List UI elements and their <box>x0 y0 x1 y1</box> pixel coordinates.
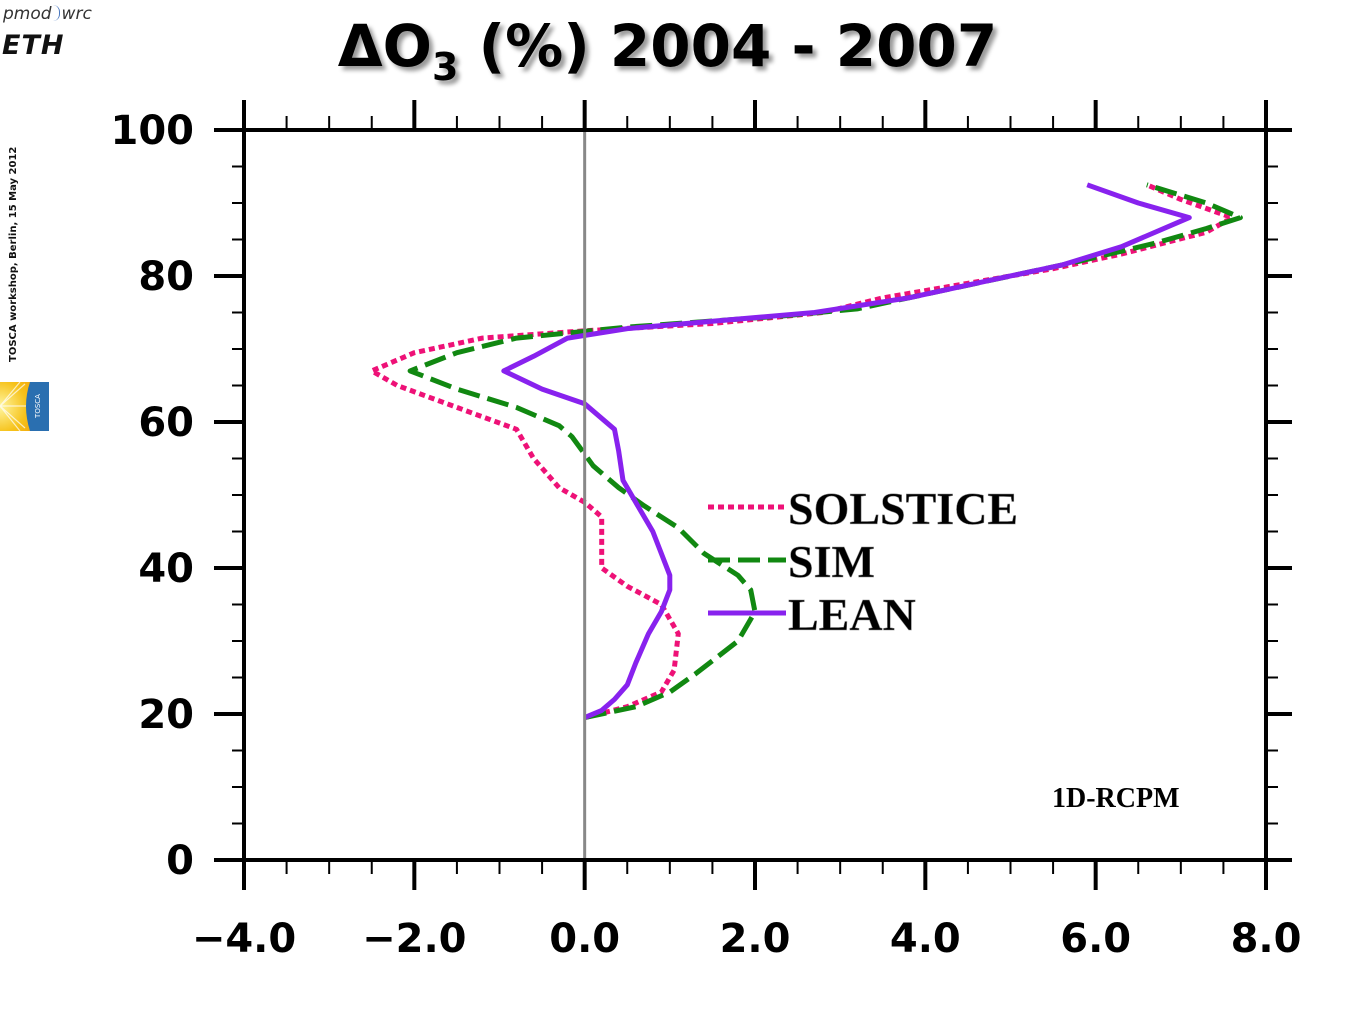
title-suffix: (%) 2004 - 2007 <box>458 12 998 80</box>
x-tick-label: 4.0 <box>890 916 961 962</box>
series-line-lean <box>501 182 1192 720</box>
eth-logo: ETH <box>2 30 65 61</box>
x-tick-label: 6.0 <box>1060 916 1131 962</box>
title-prefix: ΔO <box>337 12 432 80</box>
model-annotation: 1D-RCPM <box>1052 783 1180 814</box>
legend-label-solstice: SOLSTICE <box>788 483 1018 534</box>
wrc-logo-text: wrc <box>61 4 92 24</box>
chart-title: ΔO3 (%) 2004 - 2007 <box>0 12 1335 89</box>
y-tick-label: 60 <box>138 400 194 446</box>
ticks-layer: −4.0 −2.0 0.0 2.0 4.0 6.0 8.0 0 20 40 60 80 100 <box>111 100 1302 962</box>
y-tick-label: 100 <box>111 108 195 154</box>
y-tick-label: 80 <box>138 254 194 300</box>
plot-frame <box>242 128 1268 862</box>
logo-separator <box>53 5 60 21</box>
x-tick-label: 8.0 <box>1231 916 1302 962</box>
x-tick-label: −2.0 <box>362 916 466 962</box>
x-tick-label: 2.0 <box>720 916 791 962</box>
legend-label-sim: SIM <box>788 536 875 587</box>
tosca-logo-text: TOSCA <box>34 394 42 419</box>
title-subscript: 3 <box>431 45 459 89</box>
x-tick-label: 0.0 <box>549 916 620 962</box>
series-layer <box>369 182 1243 721</box>
tosca-logo: TOSCA <box>0 382 49 431</box>
x-tick-label: −4.0 <box>192 916 296 962</box>
y-tick-label: 0 <box>166 838 194 884</box>
legend-label-lean: LEAN <box>788 589 916 640</box>
y-tick-label: 20 <box>138 692 194 738</box>
pmod-logo-text: pmod <box>3 4 52 24</box>
pmod-wrc-logo: pmod wrc <box>3 4 92 24</box>
y-tick-label: 40 <box>138 546 194 592</box>
